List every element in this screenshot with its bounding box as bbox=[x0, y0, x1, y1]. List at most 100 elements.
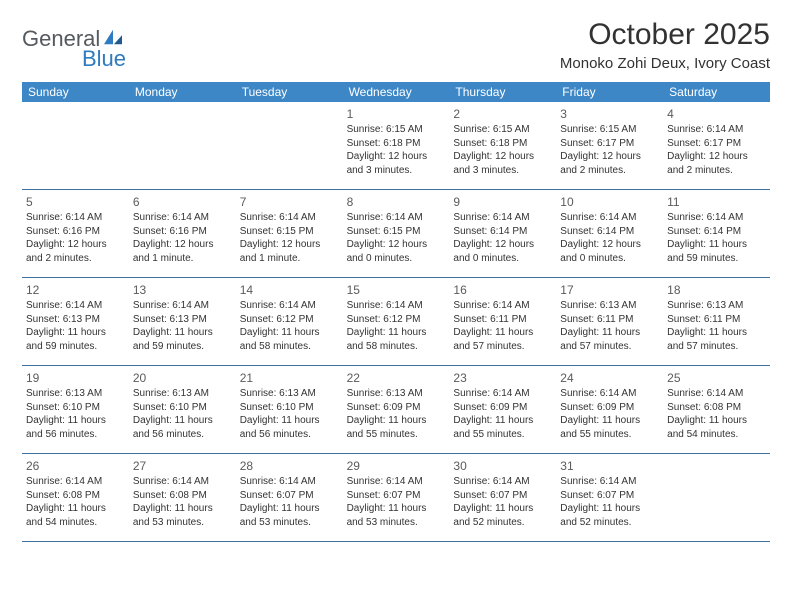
sunset-text: Sunset: 6:12 PM bbox=[240, 313, 339, 327]
sunrise-text: Sunrise: 6:13 AM bbox=[667, 299, 766, 313]
day-cell: 16Sunrise: 6:14 AMSunset: 6:11 PMDayligh… bbox=[449, 278, 556, 365]
sunrise-text: Sunrise: 6:14 AM bbox=[453, 387, 552, 401]
day-header-sat: Saturday bbox=[663, 82, 770, 102]
sunrise-text: Sunrise: 6:14 AM bbox=[453, 299, 552, 313]
sunset-text: Sunset: 6:12 PM bbox=[347, 313, 446, 327]
day-cell: 31Sunrise: 6:14 AMSunset: 6:07 PMDayligh… bbox=[556, 454, 663, 541]
sunrise-text: Sunrise: 6:14 AM bbox=[240, 211, 339, 225]
sunset-text: Sunset: 6:07 PM bbox=[240, 489, 339, 503]
week-row: 12Sunrise: 6:14 AMSunset: 6:13 PMDayligh… bbox=[22, 278, 770, 366]
sunrise-text: Sunrise: 6:13 AM bbox=[347, 387, 446, 401]
day-cell: 8Sunrise: 6:14 AMSunset: 6:15 PMDaylight… bbox=[343, 190, 450, 277]
day-cell: 11Sunrise: 6:14 AMSunset: 6:14 PMDayligh… bbox=[663, 190, 770, 277]
sunset-text: Sunset: 6:11 PM bbox=[560, 313, 659, 327]
day-number: 30 bbox=[453, 458, 552, 474]
sunset-text: Sunset: 6:13 PM bbox=[133, 313, 232, 327]
sunset-text: Sunset: 6:10 PM bbox=[240, 401, 339, 415]
day-cell: 22Sunrise: 6:13 AMSunset: 6:09 PMDayligh… bbox=[343, 366, 450, 453]
day-number: 11 bbox=[667, 194, 766, 210]
day-number: 10 bbox=[560, 194, 659, 210]
week-row: 5Sunrise: 6:14 AMSunset: 6:16 PMDaylight… bbox=[22, 190, 770, 278]
sunrise-text: Sunrise: 6:14 AM bbox=[26, 475, 125, 489]
sunrise-text: Sunrise: 6:14 AM bbox=[453, 211, 552, 225]
day-number: 12 bbox=[26, 282, 125, 298]
daylight-text: Daylight: 11 hours and 55 minutes. bbox=[347, 414, 446, 441]
daylight-text: Daylight: 11 hours and 55 minutes. bbox=[453, 414, 552, 441]
daylight-text: Daylight: 11 hours and 53 minutes. bbox=[347, 502, 446, 529]
day-cell: 23Sunrise: 6:14 AMSunset: 6:09 PMDayligh… bbox=[449, 366, 556, 453]
sunrise-text: Sunrise: 6:14 AM bbox=[667, 123, 766, 137]
sunset-text: Sunset: 6:08 PM bbox=[26, 489, 125, 503]
sunrise-text: Sunrise: 6:14 AM bbox=[347, 475, 446, 489]
day-cell: 28Sunrise: 6:14 AMSunset: 6:07 PMDayligh… bbox=[236, 454, 343, 541]
location-text: Monoko Zohi Deux, Ivory Coast bbox=[560, 55, 770, 72]
daylight-text: Daylight: 11 hours and 59 minutes. bbox=[26, 326, 125, 353]
daylight-text: Daylight: 12 hours and 2 minutes. bbox=[26, 238, 125, 265]
daylight-text: Daylight: 12 hours and 1 minute. bbox=[240, 238, 339, 265]
day-number: 5 bbox=[26, 194, 125, 210]
sunrise-text: Sunrise: 6:14 AM bbox=[26, 299, 125, 313]
daylight-text: Daylight: 11 hours and 57 minutes. bbox=[560, 326, 659, 353]
day-cell bbox=[236, 102, 343, 189]
sunrise-text: Sunrise: 6:15 AM bbox=[453, 123, 552, 137]
sunrise-text: Sunrise: 6:15 AM bbox=[347, 123, 446, 137]
sunrise-text: Sunrise: 6:14 AM bbox=[133, 475, 232, 489]
sunset-text: Sunset: 6:11 PM bbox=[453, 313, 552, 327]
sunset-text: Sunset: 6:07 PM bbox=[453, 489, 552, 503]
daylight-text: Daylight: 11 hours and 58 minutes. bbox=[240, 326, 339, 353]
day-number: 1 bbox=[347, 106, 446, 122]
day-cell: 1Sunrise: 6:15 AMSunset: 6:18 PMDaylight… bbox=[343, 102, 450, 189]
day-cell: 17Sunrise: 6:13 AMSunset: 6:11 PMDayligh… bbox=[556, 278, 663, 365]
day-number: 20 bbox=[133, 370, 232, 386]
day-cell: 26Sunrise: 6:14 AMSunset: 6:08 PMDayligh… bbox=[22, 454, 129, 541]
day-cell: 3Sunrise: 6:15 AMSunset: 6:17 PMDaylight… bbox=[556, 102, 663, 189]
day-cell bbox=[129, 102, 236, 189]
sunrise-text: Sunrise: 6:14 AM bbox=[560, 475, 659, 489]
logo: GeneralBlue bbox=[22, 18, 126, 72]
sunrise-text: Sunrise: 6:13 AM bbox=[26, 387, 125, 401]
sunrise-text: Sunrise: 6:13 AM bbox=[133, 387, 232, 401]
day-cell: 29Sunrise: 6:14 AMSunset: 6:07 PMDayligh… bbox=[343, 454, 450, 541]
sunset-text: Sunset: 6:10 PM bbox=[26, 401, 125, 415]
day-cell: 2Sunrise: 6:15 AMSunset: 6:18 PMDaylight… bbox=[449, 102, 556, 189]
sunset-text: Sunset: 6:09 PM bbox=[347, 401, 446, 415]
calendar-page: GeneralBlue October 2025 Monoko Zohi Deu… bbox=[0, 0, 792, 612]
day-number: 9 bbox=[453, 194, 552, 210]
day-number: 18 bbox=[667, 282, 766, 298]
day-number: 26 bbox=[26, 458, 125, 474]
sunset-text: Sunset: 6:08 PM bbox=[133, 489, 232, 503]
sunset-text: Sunset: 6:17 PM bbox=[667, 137, 766, 151]
day-header-wed: Wednesday bbox=[343, 82, 450, 102]
sunset-text: Sunset: 6:07 PM bbox=[560, 489, 659, 503]
day-cell bbox=[22, 102, 129, 189]
sunset-text: Sunset: 6:16 PM bbox=[133, 225, 232, 239]
daylight-text: Daylight: 11 hours and 52 minutes. bbox=[560, 502, 659, 529]
sunset-text: Sunset: 6:09 PM bbox=[560, 401, 659, 415]
day-cell: 27Sunrise: 6:14 AMSunset: 6:08 PMDayligh… bbox=[129, 454, 236, 541]
month-title: October 2025 bbox=[560, 18, 770, 51]
day-number: 13 bbox=[133, 282, 232, 298]
daylight-text: Daylight: 11 hours and 57 minutes. bbox=[667, 326, 766, 353]
sunrise-text: Sunrise: 6:14 AM bbox=[133, 299, 232, 313]
week-row: 1Sunrise: 6:15 AMSunset: 6:18 PMDaylight… bbox=[22, 102, 770, 190]
day-cell: 19Sunrise: 6:13 AMSunset: 6:10 PMDayligh… bbox=[22, 366, 129, 453]
day-cell: 25Sunrise: 6:14 AMSunset: 6:08 PMDayligh… bbox=[663, 366, 770, 453]
sunset-text: Sunset: 6:07 PM bbox=[347, 489, 446, 503]
day-number: 29 bbox=[347, 458, 446, 474]
day-headers-row: Sunday Monday Tuesday Wednesday Thursday… bbox=[22, 82, 770, 102]
daylight-text: Daylight: 12 hours and 2 minutes. bbox=[560, 150, 659, 177]
day-cell: 13Sunrise: 6:14 AMSunset: 6:13 PMDayligh… bbox=[129, 278, 236, 365]
sunset-text: Sunset: 6:18 PM bbox=[347, 137, 446, 151]
daylight-text: Daylight: 11 hours and 59 minutes. bbox=[133, 326, 232, 353]
daylight-text: Daylight: 11 hours and 55 minutes. bbox=[560, 414, 659, 441]
day-header-tue: Tuesday bbox=[236, 82, 343, 102]
day-header-sun: Sunday bbox=[22, 82, 129, 102]
day-cell: 12Sunrise: 6:14 AMSunset: 6:13 PMDayligh… bbox=[22, 278, 129, 365]
day-cell: 18Sunrise: 6:13 AMSunset: 6:11 PMDayligh… bbox=[663, 278, 770, 365]
title-block: October 2025 Monoko Zohi Deux, Ivory Coa… bbox=[560, 18, 770, 72]
daylight-text: Daylight: 12 hours and 2 minutes. bbox=[667, 150, 766, 177]
daylight-text: Daylight: 12 hours and 0 minutes. bbox=[347, 238, 446, 265]
sunrise-text: Sunrise: 6:14 AM bbox=[133, 211, 232, 225]
day-header-thu: Thursday bbox=[449, 82, 556, 102]
day-number: 21 bbox=[240, 370, 339, 386]
